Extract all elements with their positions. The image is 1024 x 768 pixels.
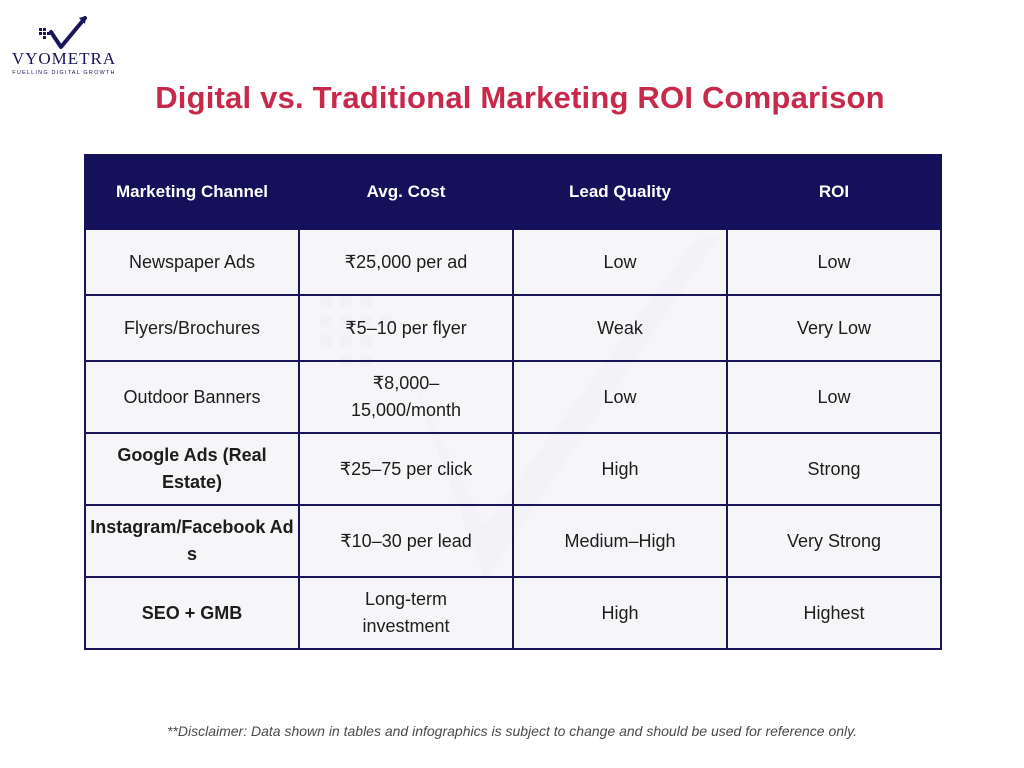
roi-cell: Very Low (726, 294, 942, 362)
channel-cell: Newspaper Ads (84, 228, 300, 296)
channel-cell: Instagram/Facebook Ads (84, 504, 300, 578)
table-row: Google Ads (Real Estate) ₹25–75 per clic… (84, 432, 942, 506)
lead-quality-cell: Low (512, 228, 728, 296)
roi-cell: Very Strong (726, 504, 942, 578)
table-header-row: Marketing Channel Avg. Cost Lead Quality… (84, 154, 942, 230)
header-avg-cost: Avg. Cost (298, 154, 514, 230)
header-marketing-channel: Marketing Channel (84, 154, 300, 230)
lead-quality-cell: Medium–High (512, 504, 728, 578)
roi-comparison-table: Marketing Channel Avg. Cost Lead Quality… (84, 154, 942, 650)
table-row: Newspaper Ads ₹25,000 per ad Low Low (84, 228, 942, 296)
table-row: Outdoor Banners ₹8,000–15,000/month Low … (84, 360, 942, 434)
page-title: Digital vs. Traditional Marketing ROI Co… (155, 80, 885, 115)
cost-cell: ₹25,000 per ad (298, 228, 514, 296)
header-lead-quality: Lead Quality (512, 154, 728, 230)
table-row: Instagram/Facebook Ads ₹10–30 per lead M… (84, 504, 942, 578)
channel-cell: SEO + GMB (84, 576, 300, 650)
checkmark-logo-icon (39, 16, 87, 49)
channel-cell: Google Ads (Real Estate) (84, 432, 300, 506)
lead-quality-cell: Weak (512, 294, 728, 362)
channel-cell: Flyers/Brochures (84, 294, 300, 362)
roi-cell: Highest (726, 576, 942, 650)
brand-logo: VYOMETRA FUELLING DIGITAL GROWTH (8, 14, 120, 76)
table-row: Flyers/Brochures ₹5–10 per flyer Weak Ve… (84, 294, 942, 362)
lead-quality-cell: High (512, 576, 728, 650)
cost-cell: ₹5–10 per flyer (298, 294, 514, 362)
table-row: SEO + GMB Long-term investment High High… (84, 576, 942, 650)
lead-quality-cell: Low (512, 360, 728, 434)
disclaimer-text: **Disclaimer: Data shown in tables and i… (166, 723, 858, 739)
lead-quality-cell: High (512, 432, 728, 506)
header-roi: ROI (726, 154, 942, 230)
cost-cell: ₹8,000–15,000/month (298, 360, 514, 434)
cost-cell: ₹25–75 per click (298, 432, 514, 506)
roi-cell: Low (726, 228, 942, 296)
brand-name: VYOMETRA (11, 49, 117, 68)
channel-cell: Outdoor Banners (84, 360, 300, 434)
brand-tagline: FUELLING DIGITAL GROWTH (12, 70, 116, 76)
cost-cell: Long-term investment (298, 576, 514, 650)
roi-cell: Strong (726, 432, 942, 506)
cost-cell: ₹10–30 per lead (298, 504, 514, 578)
roi-cell: Low (726, 360, 942, 434)
